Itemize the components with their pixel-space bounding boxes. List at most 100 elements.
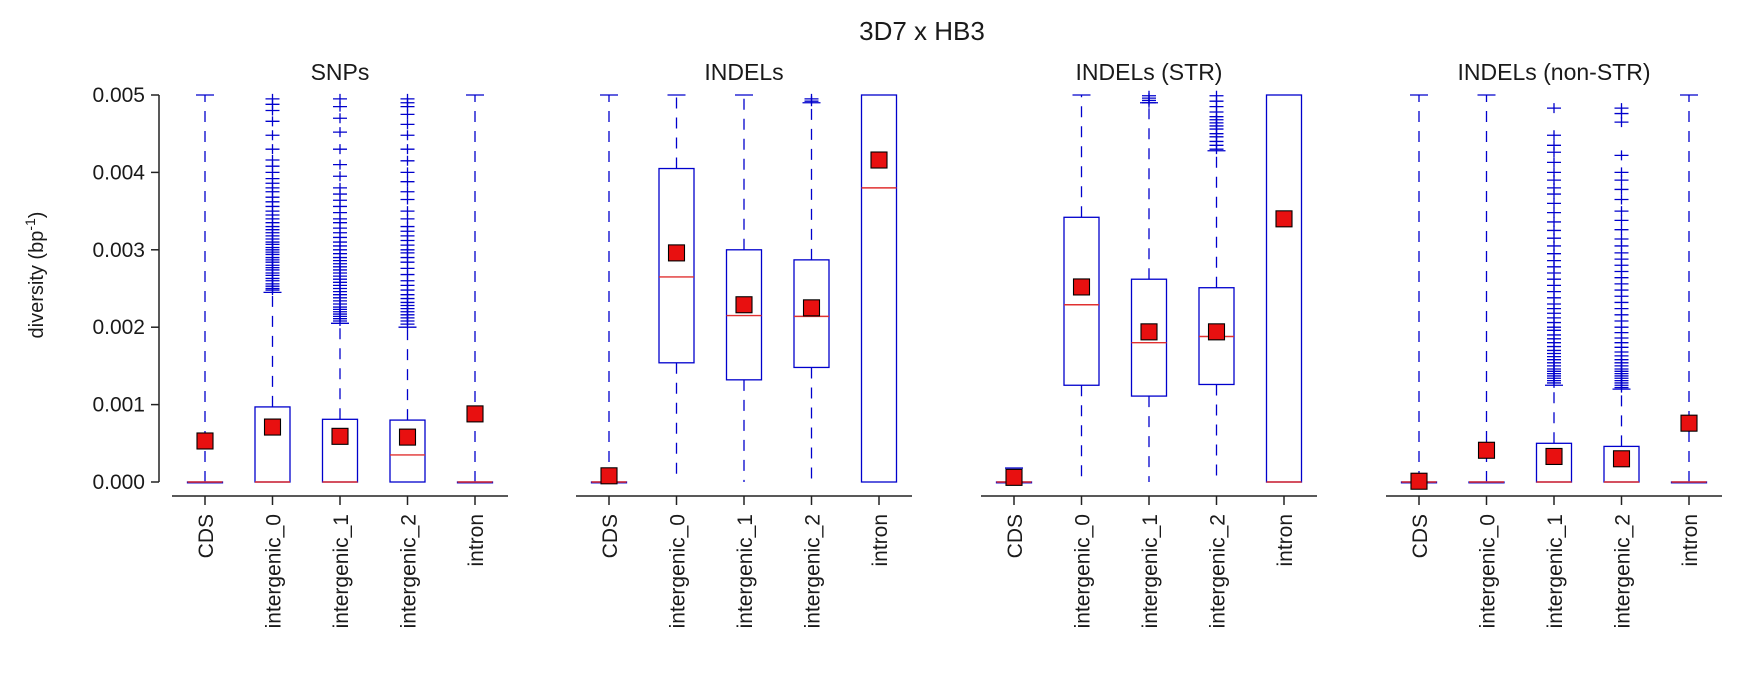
outlier-point <box>1547 198 1561 209</box>
outlier-point <box>333 93 347 104</box>
x-tick-label: intron <box>1274 514 1297 567</box>
outlier-point <box>265 155 280 166</box>
panel: INDELs (STR) CDS intergenic_0 intergenic_1 i… <box>981 59 1317 628</box>
box <box>1265 94 1303 483</box>
x-tick-label: intergenic_1 <box>1139 514 1162 628</box>
outlier-point <box>400 176 415 187</box>
box <box>860 94 898 483</box>
x-tick-label: intron <box>869 514 892 567</box>
outlier-point <box>1614 206 1629 217</box>
outlier-point <box>400 119 415 130</box>
box-group: intergenic_2 <box>1198 90 1235 628</box>
box <box>725 249 763 381</box>
outlier-point <box>1614 103 1629 114</box>
box <box>254 406 291 483</box>
outlier-point <box>400 206 415 217</box>
outlier-point <box>1142 90 1156 101</box>
box-group: intergenic_2 <box>1603 103 1640 628</box>
outlier-point <box>1614 224 1629 235</box>
mean-marker <box>196 432 214 450</box>
outlier-point <box>400 167 415 178</box>
outlier-point <box>400 93 415 104</box>
outlier-point <box>333 113 347 124</box>
outlier-point <box>1547 140 1561 151</box>
box <box>1130 278 1168 397</box>
outlier-point <box>1209 90 1224 101</box>
mean-marker <box>667 244 686 262</box>
box-group: intergenic_1 <box>1130 90 1168 628</box>
x-tick-label: intergenic_0 <box>1477 514 1500 628</box>
box-group: CDS <box>1400 94 1438 558</box>
outlier-point <box>1614 150 1629 161</box>
box-group: intergenic_0 <box>1468 94 1505 628</box>
box <box>793 259 830 369</box>
x-tick-label: intergenic_0 <box>667 514 690 628</box>
box-group: intergenic_0 <box>254 93 291 628</box>
outlier-point <box>400 130 415 141</box>
mean-marker <box>466 405 484 423</box>
y-axis: 0.000 0.001 0.002 0.003 0.004 0.005 <box>92 84 160 494</box>
outlier-point <box>333 127 347 138</box>
panel-title: INDELs (non-STR) <box>1458 59 1651 85</box>
mean-marker <box>1005 468 1023 486</box>
x-tick-label: CDS <box>1409 514 1432 558</box>
mean-marker <box>1275 210 1293 228</box>
mean-marker <box>263 418 282 436</box>
panel: INDELs (non-STR) CDS intergenic_0 intergeni… <box>1386 59 1722 628</box>
outlier-point <box>1547 207 1561 218</box>
y-tick-label: 0.003 <box>92 239 145 262</box>
x-tick-label: intergenic_1 <box>1544 514 1567 628</box>
mean-marker <box>735 296 753 314</box>
outlier-point <box>1614 194 1629 205</box>
outlier-point <box>333 171 347 182</box>
panel-title: INDELs (STR) <box>1076 59 1223 85</box>
box-group: intergenic_0 <box>658 94 695 628</box>
box-group: CDS <box>590 94 628 558</box>
x-tick-label: intergenic_1 <box>330 514 353 628</box>
mean-marker <box>1477 441 1496 459</box>
box-group: intergenic_1 <box>725 94 763 628</box>
box-group: intergenic_2 <box>389 93 426 628</box>
outlier-point <box>333 159 347 170</box>
box-group: intergenic_1 <box>321 93 359 628</box>
x-tick-label: CDS <box>1004 514 1027 558</box>
outlier-point <box>333 182 347 193</box>
outlier-point <box>265 116 280 127</box>
box-group: CDS <box>186 94 224 558</box>
outlier-point <box>1614 233 1629 244</box>
panel-title: SNPs <box>311 59 370 85</box>
mean-marker <box>398 428 417 446</box>
mean-marker <box>1410 472 1428 490</box>
x-tick-label: intron <box>1679 514 1702 567</box>
outlier-point <box>1614 215 1629 226</box>
box-group: intergenic_0 <box>1063 94 1100 628</box>
x-tick-label: intergenic_2 <box>802 514 825 628</box>
outlier-point <box>1547 103 1561 114</box>
box-group: intron <box>1265 94 1303 567</box>
panel: SNPs CDS intergenic_0 intergenic_1 intergeni… <box>172 59 508 628</box>
outlier-point <box>1614 184 1629 195</box>
x-tick-label: CDS <box>195 514 218 558</box>
x-tick-label: intergenic_0 <box>1072 514 1095 628</box>
x-tick-label: intergenic_2 <box>398 514 421 628</box>
mean-marker <box>600 467 618 485</box>
box <box>1063 216 1100 386</box>
outlier-point <box>1547 167 1561 178</box>
outlier-point <box>400 155 415 166</box>
box-group: intron <box>1670 94 1708 567</box>
mean-marker <box>1207 323 1226 341</box>
outlier-point <box>804 93 819 104</box>
y-axis-label: diversity (bp-1) <box>22 212 48 339</box>
outlier-point <box>400 144 415 155</box>
mean-marker <box>331 427 349 445</box>
chart-title: 3D7 x HB3 <box>859 16 985 46</box>
outlier-point <box>1614 167 1629 178</box>
mean-marker <box>1680 414 1698 432</box>
panel: INDELs CDS intergenic_0 intergenic_1 interge… <box>576 59 912 628</box>
mean-marker <box>1545 447 1563 466</box>
outlier-point <box>265 144 280 155</box>
x-tick-label: intergenic_2 <box>1612 514 1635 628</box>
y-tick-label: 0.002 <box>92 316 145 339</box>
outlier-point <box>1547 225 1561 236</box>
